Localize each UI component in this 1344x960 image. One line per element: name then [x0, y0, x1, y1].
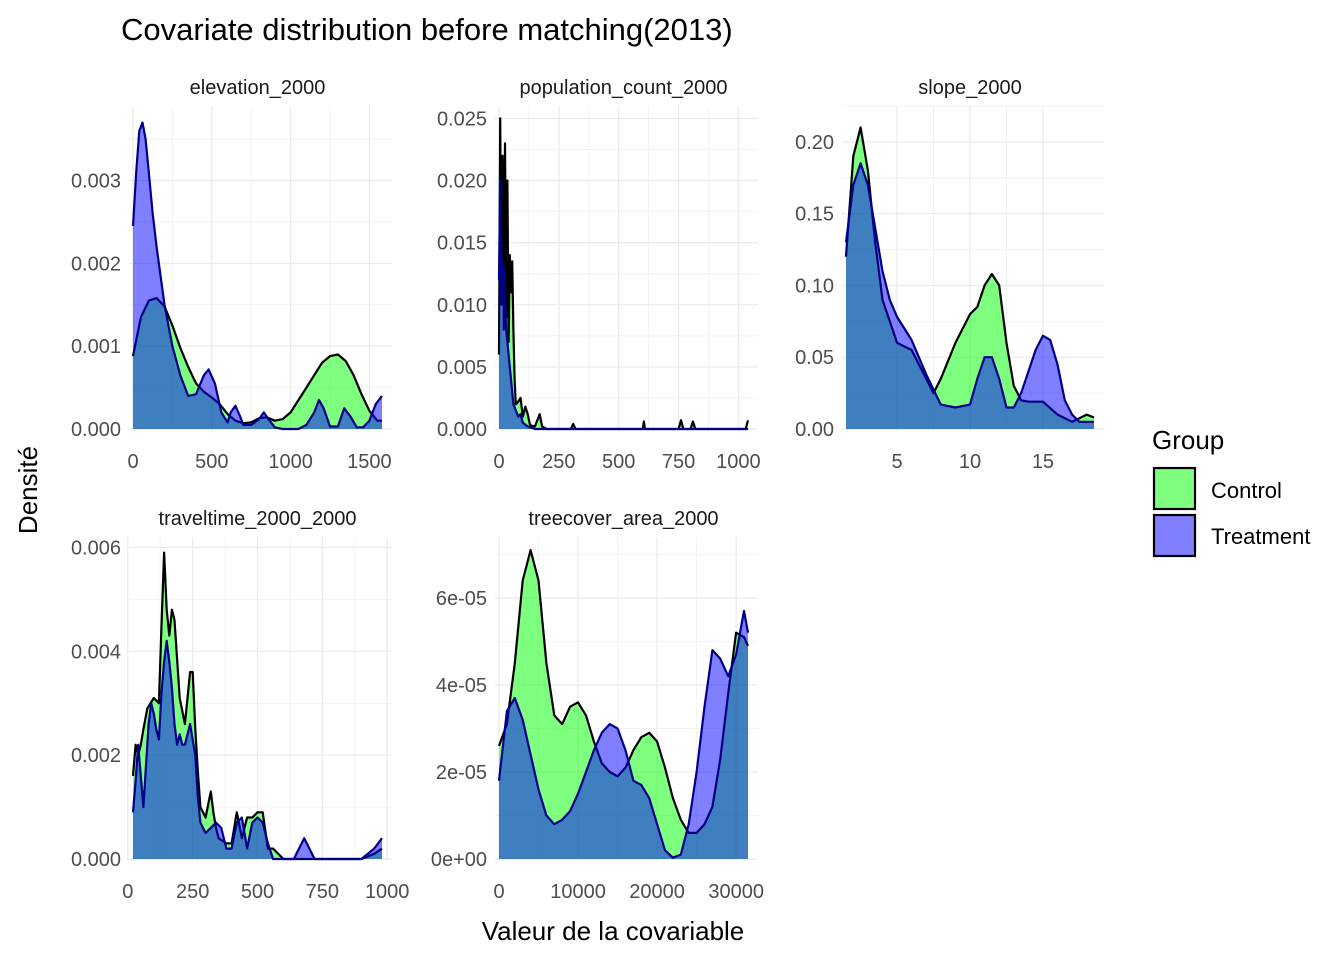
- x-tick-label: 1500: [347, 451, 392, 473]
- facet-strip-label: population_count_2000: [520, 77, 728, 99]
- x-tick-label: 750: [662, 451, 695, 473]
- y-tick-label: 0.002: [71, 745, 121, 767]
- x-tick-label: 0: [122, 881, 133, 903]
- x-tick-label: 500: [241, 881, 274, 903]
- x-tick-label: 1000: [365, 881, 410, 903]
- facet-strip-label: treecover_area_2000: [528, 508, 718, 530]
- y-tick-label: 0.000: [71, 419, 121, 441]
- x-tick-label: 250: [176, 881, 209, 903]
- legend-label-control: Control: [1211, 478, 1282, 503]
- y-tick-label: 0.025: [437, 108, 487, 130]
- y-tick-label: 0.15: [795, 204, 834, 226]
- y-tick-label: 0.005: [437, 357, 487, 379]
- density-area-treatment: [133, 122, 382, 429]
- legend-key-control: [1152, 466, 1197, 511]
- x-tick-label: 10: [959, 451, 981, 473]
- chart-title: Covariate distribution before matching(2…: [121, 12, 733, 47]
- y-tick-label: 4e-05: [436, 675, 487, 697]
- facet-panels: elevation_20000 500 1000 15000.0000.0010.00…: [71, 77, 1104, 903]
- y-tick-label: 0.004: [71, 641, 121, 663]
- x-tick-label: 1000: [716, 451, 761, 473]
- facet-elevation-2000: elevation_2000 0 500 1000 1500 0.000 0.001 0.00…: [71, 77, 392, 473]
- facet-traveltime-2000-2000: traveltime_2000_2000 0 250 500 750 1000 0.000 0…: [71, 508, 410, 903]
- density-line-treatment: [844, 162, 1094, 423]
- y-tick-label: 2e-05: [436, 762, 487, 784]
- density-line-treatment: [497, 609, 750, 859]
- y-tick-label: 0.000: [71, 849, 121, 871]
- legend-label-treatment: Treatment: [1211, 524, 1310, 549]
- y-tick-label: 0.10: [795, 275, 834, 297]
- y-tick-label: 0.000: [437, 419, 487, 441]
- y-tick-label: 0.015: [437, 233, 487, 255]
- x-tick-label: 20000: [629, 881, 685, 903]
- facet-strip-label: slope_2000: [918, 77, 1021, 99]
- x-tick-label: 1000: [268, 451, 313, 473]
- legend: Group Control Treatment: [1152, 425, 1310, 558]
- x-tick-label: 250: [542, 451, 575, 473]
- y-tick-label: 0.003: [71, 171, 121, 193]
- x-tick-label: 10000: [550, 881, 606, 903]
- x-tick-label: 0: [493, 881, 504, 903]
- x-tick-label: 750: [306, 881, 339, 903]
- facet-slope-2000: slope_2000 5 10 15 0.00 0.05 0.10 0.15 0.20: [795, 77, 1104, 473]
- x-tick-label: 500: [602, 451, 635, 473]
- y-tick-label: 0.020: [437, 171, 487, 193]
- x-tick-label: 5: [891, 451, 902, 473]
- y-tick-label: 0.20: [795, 132, 834, 154]
- facet-population-count-2000: population_count_2000 0 250 500 750 1000 0.000…: [437, 77, 761, 473]
- y-tick-label: 0e+00: [431, 849, 487, 871]
- x-tick-label: 0: [493, 451, 504, 473]
- y-tick-label: 0.05: [795, 347, 834, 369]
- legend-title: Group: [1152, 425, 1224, 455]
- density-line-treatment: [497, 179, 748, 431]
- facet-strip-label: elevation_2000: [190, 77, 326, 99]
- facet-strip-label: traveltime_2000_2000: [159, 508, 357, 530]
- density-line-treatment: [131, 121, 383, 431]
- density-area-treatment: [133, 640, 382, 859]
- y-tick-label: 6e-05: [436, 588, 487, 610]
- x-axis-label: Valeur de la covariable: [482, 916, 745, 946]
- x-tick-label: 0: [127, 451, 138, 473]
- density-line-treatment: [131, 639, 383, 861]
- x-tick-label: 30000: [708, 881, 764, 903]
- facet-treecover-area-2000: treecover_area_2000 0 10000 20000 30000 0e+00…: [431, 508, 764, 903]
- y-axis-label: Densité: [13, 446, 43, 534]
- x-tick-label: 15: [1032, 451, 1054, 473]
- x-tick-label: 500: [195, 451, 228, 473]
- legend-key-treatment: [1152, 513, 1197, 558]
- y-tick-label: 0.001: [71, 336, 121, 358]
- y-tick-label: 0.006: [71, 537, 121, 559]
- y-tick-label: 0.010: [437, 295, 487, 317]
- density-area-control: [499, 550, 748, 859]
- density-area-treatment: [499, 611, 748, 859]
- y-tick-label: 0.002: [71, 253, 121, 275]
- y-tick-label: 0.00: [795, 419, 834, 441]
